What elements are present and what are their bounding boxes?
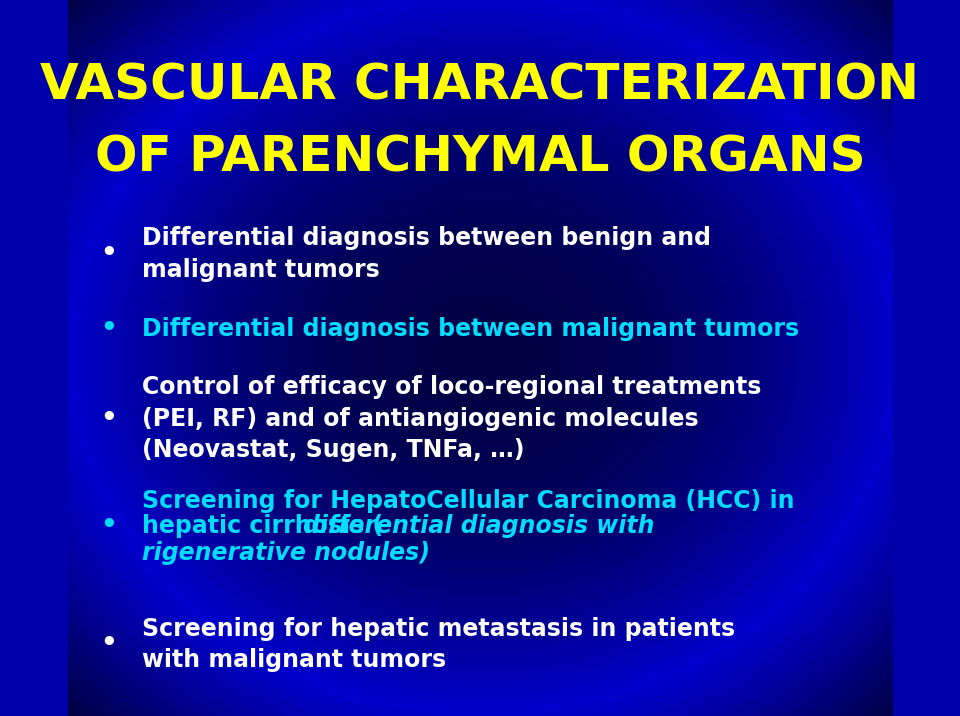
Text: Differential diagnosis between benign and
malignant tumors: Differential diagnosis between benign an… xyxy=(142,226,710,282)
Text: Differential diagnosis between malignant tumors: Differential diagnosis between malignant… xyxy=(142,317,799,342)
Text: •: • xyxy=(101,632,117,657)
Text: •: • xyxy=(101,316,117,342)
Text: OF PARENCHYMAL ORGANS: OF PARENCHYMAL ORGANS xyxy=(95,133,865,182)
Text: •: • xyxy=(101,513,117,539)
Text: Screening for HepatoCellular Carcinoma (HCC) in: Screening for HepatoCellular Carcinoma (… xyxy=(142,489,794,513)
Text: VASCULAR CHARACTERIZATION: VASCULAR CHARACTERIZATION xyxy=(40,62,920,110)
Text: hepatic cirrhosis (: hepatic cirrhosis ( xyxy=(142,514,383,538)
Text: Control of efficacy of loco-regional treatments
(PEI, RF) and of antiangiogenic : Control of efficacy of loco-regional tre… xyxy=(142,375,761,463)
Text: differential diagnosis with: differential diagnosis with xyxy=(302,514,654,538)
Text: rigenerative nodules): rigenerative nodules) xyxy=(142,541,430,566)
Text: •: • xyxy=(101,406,117,432)
Text: •: • xyxy=(101,241,117,267)
Text: Screening for hepatic metastasis in patients
with malignant tumors: Screening for hepatic metastasis in pati… xyxy=(142,616,734,672)
